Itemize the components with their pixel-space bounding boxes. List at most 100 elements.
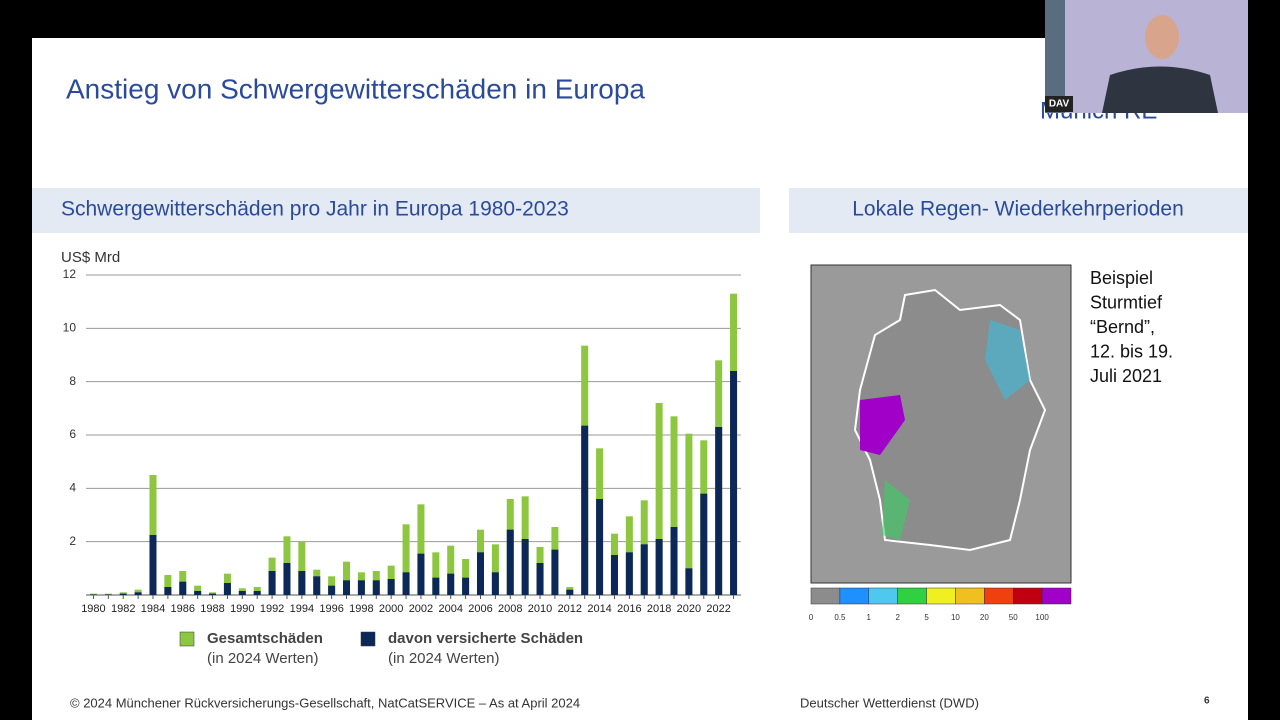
x-tick-label: 2012: [558, 603, 582, 615]
bar: [357, 580, 365, 595]
x-tick-label: 2014: [587, 603, 611, 615]
bar: [104, 594, 112, 595]
bar: [179, 581, 187, 595]
right-header: Lokale Regen- Wiederkehrperioden: [852, 198, 1184, 221]
caption-line: Sturmtief: [1090, 292, 1163, 312]
colorbar-label: 2: [895, 613, 900, 622]
bar: [700, 493, 708, 595]
bar: [670, 416, 678, 595]
colorbar-label: 0.5: [834, 613, 846, 622]
bar: [89, 593, 97, 595]
legend-note: (in 2024 Werten): [388, 650, 499, 667]
bar: [625, 552, 633, 595]
footer-left: © 2024 Münchener Rückversicherungs-Gesel…: [70, 695, 580, 710]
bar: [104, 593, 112, 595]
colorbar: 0 0.5 1 2 5 10 20 50 100: [809, 587, 1072, 622]
x-tick-label: 2018: [647, 603, 671, 615]
x-tick-label: 2016: [617, 603, 641, 615]
colorbar-label: 1: [867, 613, 872, 622]
y-tick-label: 6: [69, 427, 76, 441]
caption-line: Juli 2021: [1090, 366, 1162, 386]
map-rain: [985, 320, 1030, 400]
left-header-bg: [32, 188, 760, 233]
bar: [298, 571, 306, 595]
colorbar-cell: [1041, 587, 1072, 605]
x-tick-label: 1992: [260, 603, 284, 615]
bar: [506, 529, 514, 595]
colorbar-cell: [955, 587, 985, 605]
bar: [417, 553, 425, 595]
y-tick-label: 12: [63, 267, 77, 281]
colorbar-cell: [926, 587, 956, 605]
colorbar-cell: [1012, 587, 1043, 605]
legend-label: davon versicherte Schäden: [388, 630, 583, 647]
bar: [491, 572, 499, 595]
y-tick-label: 2: [69, 534, 76, 548]
x-tick-label: 2002: [409, 603, 433, 615]
y-axis-label: US$ Mrd: [61, 249, 120, 266]
bar: [417, 504, 425, 595]
bar: [432, 552, 440, 595]
legend-note: (in 2024 Werten): [207, 650, 318, 667]
bar: [238, 591, 246, 595]
bar: [640, 544, 648, 595]
x-tick-label: 2008: [498, 603, 522, 615]
x-tick-label: 1996: [319, 603, 343, 615]
bar: [432, 577, 440, 595]
x-tick-label: 2006: [468, 603, 492, 615]
webcam-label-bg: [1045, 96, 1073, 112]
colorbar-label: 50: [1009, 613, 1018, 622]
x-tick-label: 2000: [379, 603, 403, 615]
bar: [447, 573, 455, 595]
y-tick-label: 8: [69, 374, 76, 388]
colorbar-label: 10: [951, 613, 960, 622]
x-tick-label: 1980: [81, 603, 105, 615]
bar: [581, 425, 589, 595]
bar: [343, 561, 351, 595]
bar: [730, 371, 738, 595]
legend-swatch: [360, 631, 376, 647]
bar: [402, 572, 410, 595]
bar: [164, 587, 172, 595]
legend-label: Gesamtschäden: [207, 630, 323, 647]
bar: [551, 549, 559, 595]
webcam-label: DAV: [1049, 99, 1070, 110]
x-tick-label: 2010: [528, 603, 552, 615]
bar: [655, 403, 663, 595]
x-tick-label: 2022: [706, 603, 730, 615]
webcam-wall: [1045, 0, 1065, 113]
bar: [298, 541, 306, 595]
bar: [462, 577, 470, 595]
bar: [610, 555, 618, 595]
bar: [685, 433, 693, 595]
bar: [521, 539, 529, 595]
colorbar-cell: [868, 587, 898, 605]
bar: [194, 585, 202, 595]
webcam-head: [1145, 15, 1179, 59]
bar: [164, 575, 172, 595]
colorbar-cell: [839, 587, 870, 605]
bar: [462, 559, 470, 595]
colorbar-cell: [897, 587, 927, 605]
y-tick-label: 10: [63, 321, 77, 335]
colorbar-label: 0: [809, 613, 814, 622]
caption-line: 12. bis 19.: [1090, 341, 1173, 361]
map-hotspot: [860, 395, 905, 455]
bar: [685, 568, 693, 595]
bar: [313, 576, 321, 595]
webcam-body: [1102, 66, 1218, 113]
colorbar-cell: [810, 587, 841, 605]
page-number: 6: [1204, 696, 1210, 707]
colorbar-label: 100: [1035, 613, 1049, 622]
x-tick-label: 1982: [111, 603, 135, 615]
x-tick-label: 1994: [290, 603, 314, 615]
bar: [655, 539, 663, 595]
bar: [670, 527, 678, 595]
map-rain: [882, 480, 910, 540]
x-tick-label: 1988: [200, 603, 224, 615]
right-header-bg: [789, 188, 1248, 233]
y-tick-label: 4: [69, 481, 76, 495]
x-tick-label: 2020: [677, 603, 701, 615]
